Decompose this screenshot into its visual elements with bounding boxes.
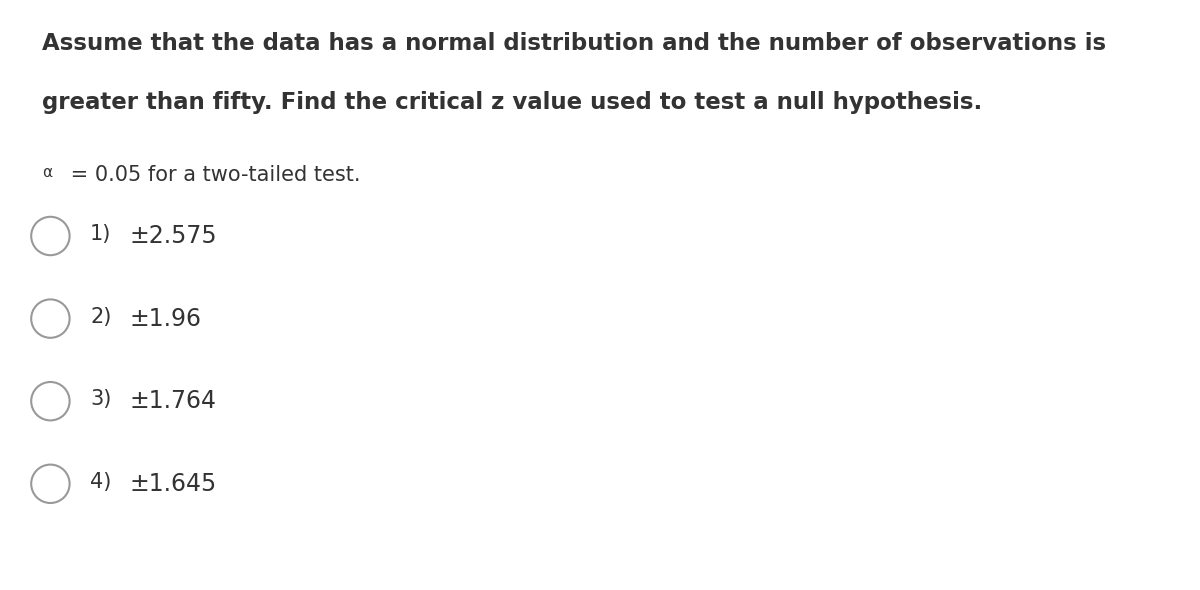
Text: ±2.575: ±2.575 (130, 224, 217, 248)
Text: = 0.05 for a two-tailed test.: = 0.05 for a two-tailed test. (64, 165, 360, 185)
Text: ±1.645: ±1.645 (130, 472, 217, 496)
Text: α: α (42, 165, 52, 180)
Text: ±1.764: ±1.764 (130, 389, 216, 414)
Text: 4): 4) (90, 472, 112, 492)
Text: Assume that the data has a normal distribution and the number of observations is: Assume that the data has a normal distri… (42, 32, 1106, 55)
Text: greater than fifty. Find the critical z value used to test a null hypothesis.: greater than fifty. Find the critical z … (42, 91, 983, 114)
Text: 3): 3) (90, 389, 112, 409)
Text: ±1.96: ±1.96 (130, 307, 202, 331)
Text: 2): 2) (90, 307, 112, 327)
Text: 1): 1) (90, 224, 112, 244)
